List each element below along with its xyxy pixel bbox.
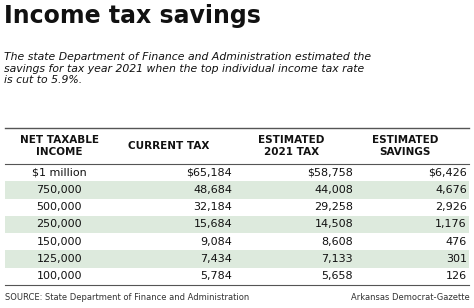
Text: 7,133: 7,133 (321, 254, 353, 264)
Text: 9,084: 9,084 (201, 237, 232, 247)
Text: Arkansas Democrat-Gazette: Arkansas Democrat-Gazette (350, 294, 469, 302)
Bar (5, 268, 469, 285)
Text: ESTIMATED
2021 TAX: ESTIMATED 2021 TAX (258, 135, 325, 157)
Bar (5, 199, 469, 216)
Text: SOURCE: State Department of Finance and Administration: SOURCE: State Department of Finance and … (5, 294, 249, 302)
Text: $1 million: $1 million (32, 168, 87, 178)
Text: 8,608: 8,608 (321, 237, 353, 247)
Text: 15,684: 15,684 (193, 220, 232, 229)
Text: $6,426: $6,426 (428, 168, 467, 178)
Text: 29,258: 29,258 (314, 202, 353, 212)
Text: 5,784: 5,784 (201, 271, 232, 281)
Text: 126: 126 (446, 271, 467, 281)
Text: 250,000: 250,000 (36, 220, 82, 229)
Text: 5,658: 5,658 (321, 271, 353, 281)
Text: $65,184: $65,184 (186, 168, 232, 178)
Bar (5, 181, 469, 199)
Text: 32,184: 32,184 (193, 202, 232, 212)
Text: 14,508: 14,508 (314, 220, 353, 229)
Text: Income tax savings: Income tax savings (4, 4, 261, 28)
Bar (5, 128, 469, 164)
Text: 1,176: 1,176 (435, 220, 467, 229)
Text: 4,676: 4,676 (435, 185, 467, 195)
Text: NET TAXABLE
INCOME: NET TAXABLE INCOME (20, 135, 99, 157)
Text: 500,000: 500,000 (36, 202, 82, 212)
Text: 100,000: 100,000 (36, 271, 82, 281)
Text: ESTIMATED
SAVINGS: ESTIMATED SAVINGS (372, 135, 438, 157)
Text: 125,000: 125,000 (36, 254, 82, 264)
Text: $58,758: $58,758 (307, 168, 353, 178)
Text: The state Department of Finance and Administration estimated the
savings for tax: The state Department of Finance and Admi… (4, 52, 371, 85)
Text: 44,008: 44,008 (314, 185, 353, 195)
Text: 7,434: 7,434 (201, 254, 232, 264)
Text: 150,000: 150,000 (36, 237, 82, 247)
Text: 750,000: 750,000 (36, 185, 82, 195)
Bar (5, 164, 469, 181)
Text: CURRENT TAX: CURRENT TAX (128, 141, 209, 151)
Bar (5, 250, 469, 268)
Text: 476: 476 (446, 237, 467, 247)
Bar (5, 216, 469, 233)
Text: 301: 301 (446, 254, 467, 264)
Bar (5, 233, 469, 250)
Text: 2,926: 2,926 (435, 202, 467, 212)
Text: 48,684: 48,684 (193, 185, 232, 195)
